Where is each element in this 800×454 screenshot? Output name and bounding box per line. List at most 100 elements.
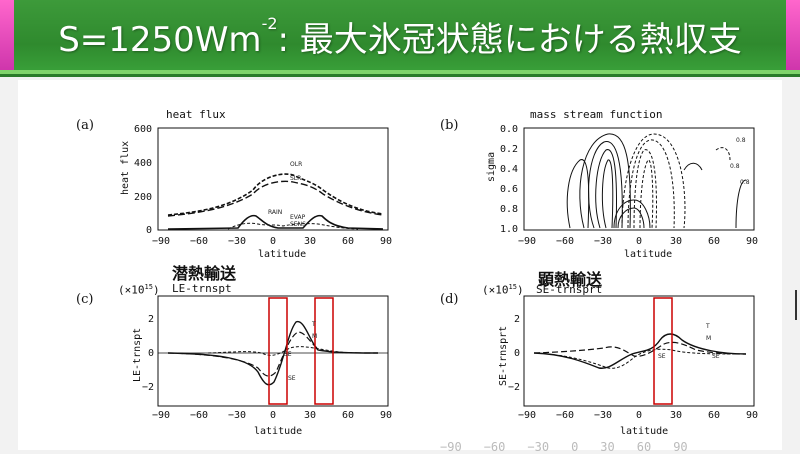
banner-left-accent — [0, 0, 14, 74]
le-mean-curve — [167, 331, 379, 377]
highlight-box-south — [268, 297, 288, 405]
panel-a-frame — [157, 127, 389, 231]
bottom-faded-ticks: −90 −60 −30 0 30 60 90 — [440, 440, 710, 454]
panel-d-chart: SE-trnsprt 2 0 −2 T M SE SE −90 −60 −30 … — [498, 295, 758, 437]
olr-curve — [167, 173, 384, 216]
xtick: −60 — [190, 410, 208, 421]
panel-d-scale: (×1015) — [482, 283, 524, 297]
curve-label-se: SE — [658, 353, 666, 360]
slide-body: (a) heat flux heat flux 600 400 200 0 OL… — [18, 80, 782, 450]
panel-a-ylabel: heat flux — [120, 141, 131, 195]
contour-label: 0.8 — [730, 163, 740, 170]
trans-tick: 0 — [514, 348, 520, 359]
trans-tick: −2 — [508, 382, 520, 393]
le-eddy-curve — [207, 346, 349, 356]
curve-label-t: T — [311, 321, 316, 328]
xtick: −90 — [152, 236, 170, 247]
xtick: 60 — [342, 410, 354, 421]
title-banner: S=1250Wm-2: 最大氷冠状態における熱収支 — [0, 0, 800, 77]
panel-b-frame — [523, 127, 755, 231]
label-olr: OLR — [290, 161, 302, 168]
xtick: 30 — [670, 410, 682, 421]
xtick: 0 — [636, 236, 642, 247]
xtick: −60 — [556, 236, 574, 247]
highlight-box-equator — [653, 297, 673, 405]
banner-right-accent — [786, 0, 800, 74]
bottom-tick: −90 — [440, 440, 462, 454]
curve-label-m: M — [706, 335, 711, 342]
slr-curve — [167, 180, 384, 217]
xtick: −30 — [594, 410, 612, 421]
panel-c-chart: LE-trnspt 2 0 −2 T M SE SE −90 −60 −30 0… — [132, 295, 392, 437]
trans-tick: 2 — [514, 314, 520, 325]
panel-d-ylabel: SE-trnsprt — [498, 326, 509, 386]
xtick: 30 — [304, 410, 316, 421]
panel-b-xlabel: latitude — [624, 249, 672, 260]
panel-d-frame — [523, 295, 755, 407]
xtick: 90 — [380, 236, 392, 247]
xtick: 60 — [342, 236, 354, 247]
panel-c-xticks: −90 −60 −30 0 30 60 90 — [152, 410, 392, 421]
bottom-tick: 30 — [600, 440, 615, 454]
label-evap: EVAP — [290, 214, 306, 221]
xtick: −90 — [518, 236, 536, 247]
xtick: 60 — [708, 236, 720, 247]
panel-c-frame — [157, 295, 389, 407]
bottom-tick: 90 — [673, 440, 688, 454]
banner-stripe — [0, 70, 800, 74]
panel-a-ytick: 0 — [146, 225, 152, 236]
xtick: −30 — [594, 236, 612, 247]
sigma-tick: 0.0 — [500, 124, 518, 135]
contour-label: 0.8 — [736, 137, 746, 144]
panel-d-annotation: 顕熱輸送 — [538, 270, 603, 289]
stream-contours — [566, 133, 747, 229]
panel-b-xticks: −90 −60 −30 0 30 60 90 — [518, 236, 758, 247]
sigma-tick: 1.0 — [500, 224, 518, 235]
panel-b-ylabel: sigma — [486, 152, 497, 182]
trans-tick: 2 — [148, 314, 154, 325]
panel-a-ytick: 400 — [134, 158, 152, 169]
right-edge-marker — [795, 290, 797, 320]
sigma-tick: 0.4 — [500, 164, 518, 175]
panel-c-title: LE-trnspt — [172, 282, 232, 295]
xtick: −60 — [190, 236, 208, 247]
bottom-tick: −60 — [483, 440, 506, 454]
panel-c-xlabel: latitude — [254, 426, 302, 437]
xtick: 0 — [270, 410, 276, 421]
curve-label-se: SE — [284, 351, 292, 358]
label-rain: RAIN — [268, 209, 282, 216]
xtick: 0 — [270, 236, 276, 247]
panel-c-annotation: 潜熱輸送 — [172, 264, 237, 283]
panel-d-title: SE-trnsprt — [536, 283, 603, 296]
curve-label-m: M — [312, 333, 317, 340]
bottom-tick: 0 — [571, 440, 579, 454]
se-eddy-curve — [533, 348, 747, 369]
panel-a-tag: (a) — [76, 118, 94, 133]
panel-d-xlabel: latitude — [620, 426, 668, 437]
bottom-tick: −30 — [527, 440, 550, 454]
xtick: 30 — [670, 236, 682, 247]
panel-a-ytick: 600 — [134, 124, 152, 135]
panel-b-tag: (b) — [440, 118, 459, 133]
panel-c-ylabel: LE-trnspt — [132, 328, 143, 382]
xtick: 90 — [746, 236, 758, 247]
title-main: S=1250Wm — [58, 20, 262, 60]
label-sens: SENS — [290, 221, 306, 228]
xtick: 90 — [746, 410, 758, 421]
xtick: 90 — [380, 410, 392, 421]
panel-d-tag: (d) — [440, 292, 459, 307]
panel-c-scale: (×1015) — [118, 283, 160, 297]
panel-a-xticks: −90 −60 −30 0 30 60 90 — [152, 236, 392, 247]
panel-d-xticks: −90 −60 −30 0 30 60 90 — [518, 410, 758, 421]
panel-c-tag: (c) — [76, 292, 94, 307]
label-slr: SLR — [290, 175, 301, 182]
evap-curve — [227, 222, 359, 230]
curve-label-t: T — [705, 323, 710, 330]
se-total-curve — [533, 333, 747, 369]
panel-b-title: mass stream function — [530, 108, 663, 121]
xtick: −30 — [228, 236, 246, 247]
curve-label-se2: SE — [288, 375, 296, 382]
sigma-tick: 0.8 — [500, 204, 518, 215]
xtick: 30 — [304, 236, 316, 247]
slide-title: S=1250Wm-2: 最大氷冠状態における熱収支 — [0, 12, 800, 61]
